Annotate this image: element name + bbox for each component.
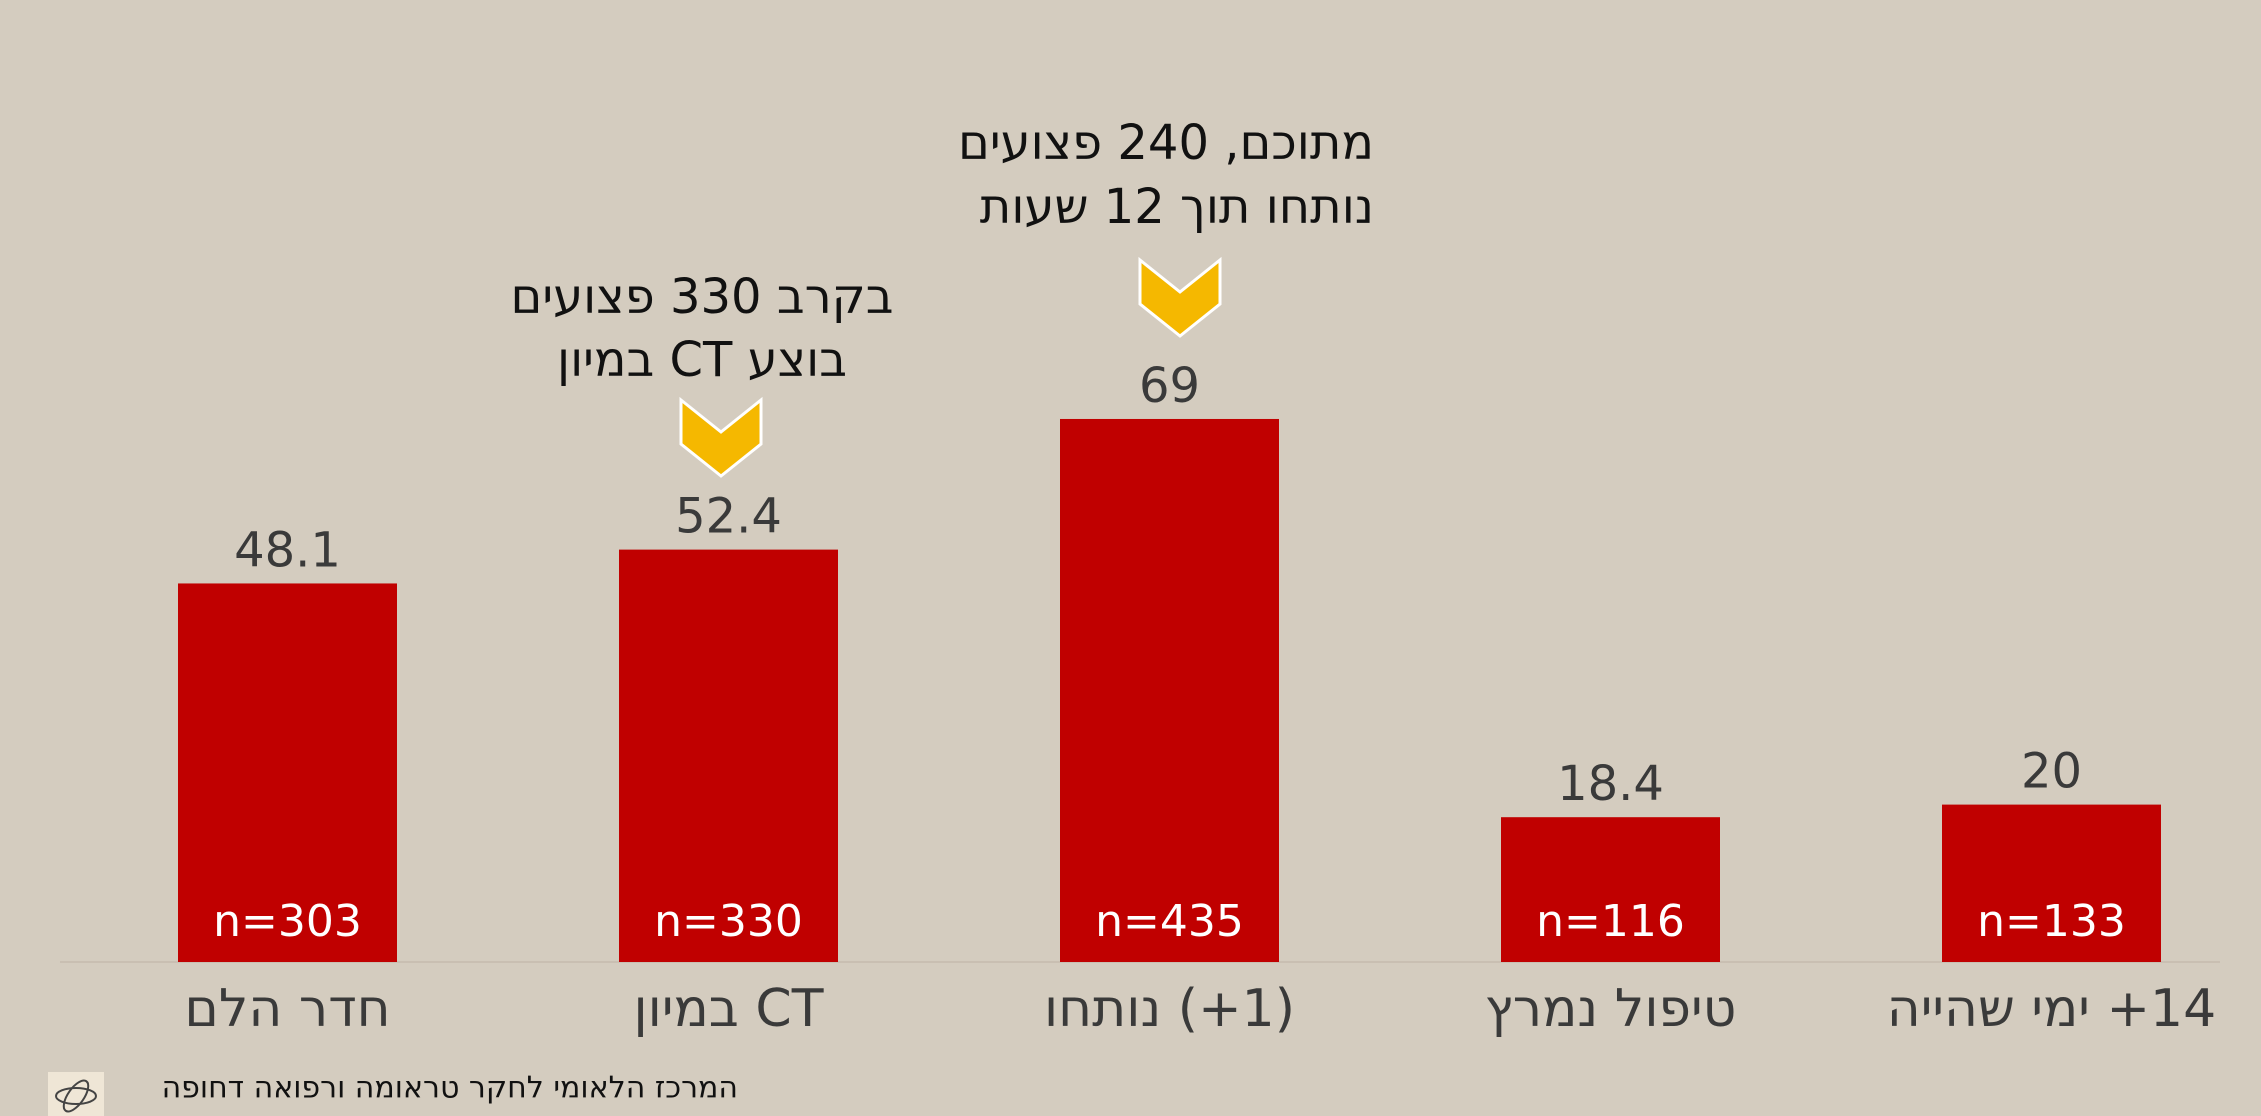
annotation: בקרב 330 פצועים	[511, 269, 894, 325]
annotation: מתוכם, 240 פצועים	[958, 115, 1374, 171]
bar	[1942, 804, 2161, 962]
bar	[178, 583, 397, 962]
bar	[1060, 418, 1279, 963]
value-label: 18.4	[1557, 756, 1664, 812]
x-tick-label: וחתונ (+1)	[1044, 979, 1295, 1039]
value-label: 20	[2021, 744, 2082, 800]
logo	[48, 1072, 104, 1116]
annotation: נותחו תוך 12 שעות	[980, 179, 1374, 235]
x-tick-label: הייהש ימי +14	[1887, 979, 2216, 1039]
n-label: n=116	[1536, 896, 1685, 947]
value-label: 52.4	[675, 489, 782, 545]
chevron	[679, 396, 763, 478]
x-tick-label: ןוימב CT	[634, 979, 824, 1039]
source: המרכז הלאומי לחקר טראומה ורפואה דחופה	[162, 1071, 738, 1106]
n-label: n=133	[1977, 896, 2126, 947]
n-label: n=303	[213, 896, 362, 947]
x-tick-label: ץרמנ לופיט	[1485, 979, 1737, 1039]
annotation: בוצע CT במיון	[557, 332, 847, 388]
n-label: n=435	[1095, 896, 1244, 947]
value-label: 69	[1139, 358, 1200, 414]
x-tick-label: םלה רדח	[184, 979, 390, 1039]
value-label: 48.1	[234, 522, 341, 578]
n-label: n=330	[654, 896, 803, 947]
bar	[1501, 817, 1720, 962]
chevron	[1138, 256, 1222, 338]
bar	[619, 549, 838, 962]
